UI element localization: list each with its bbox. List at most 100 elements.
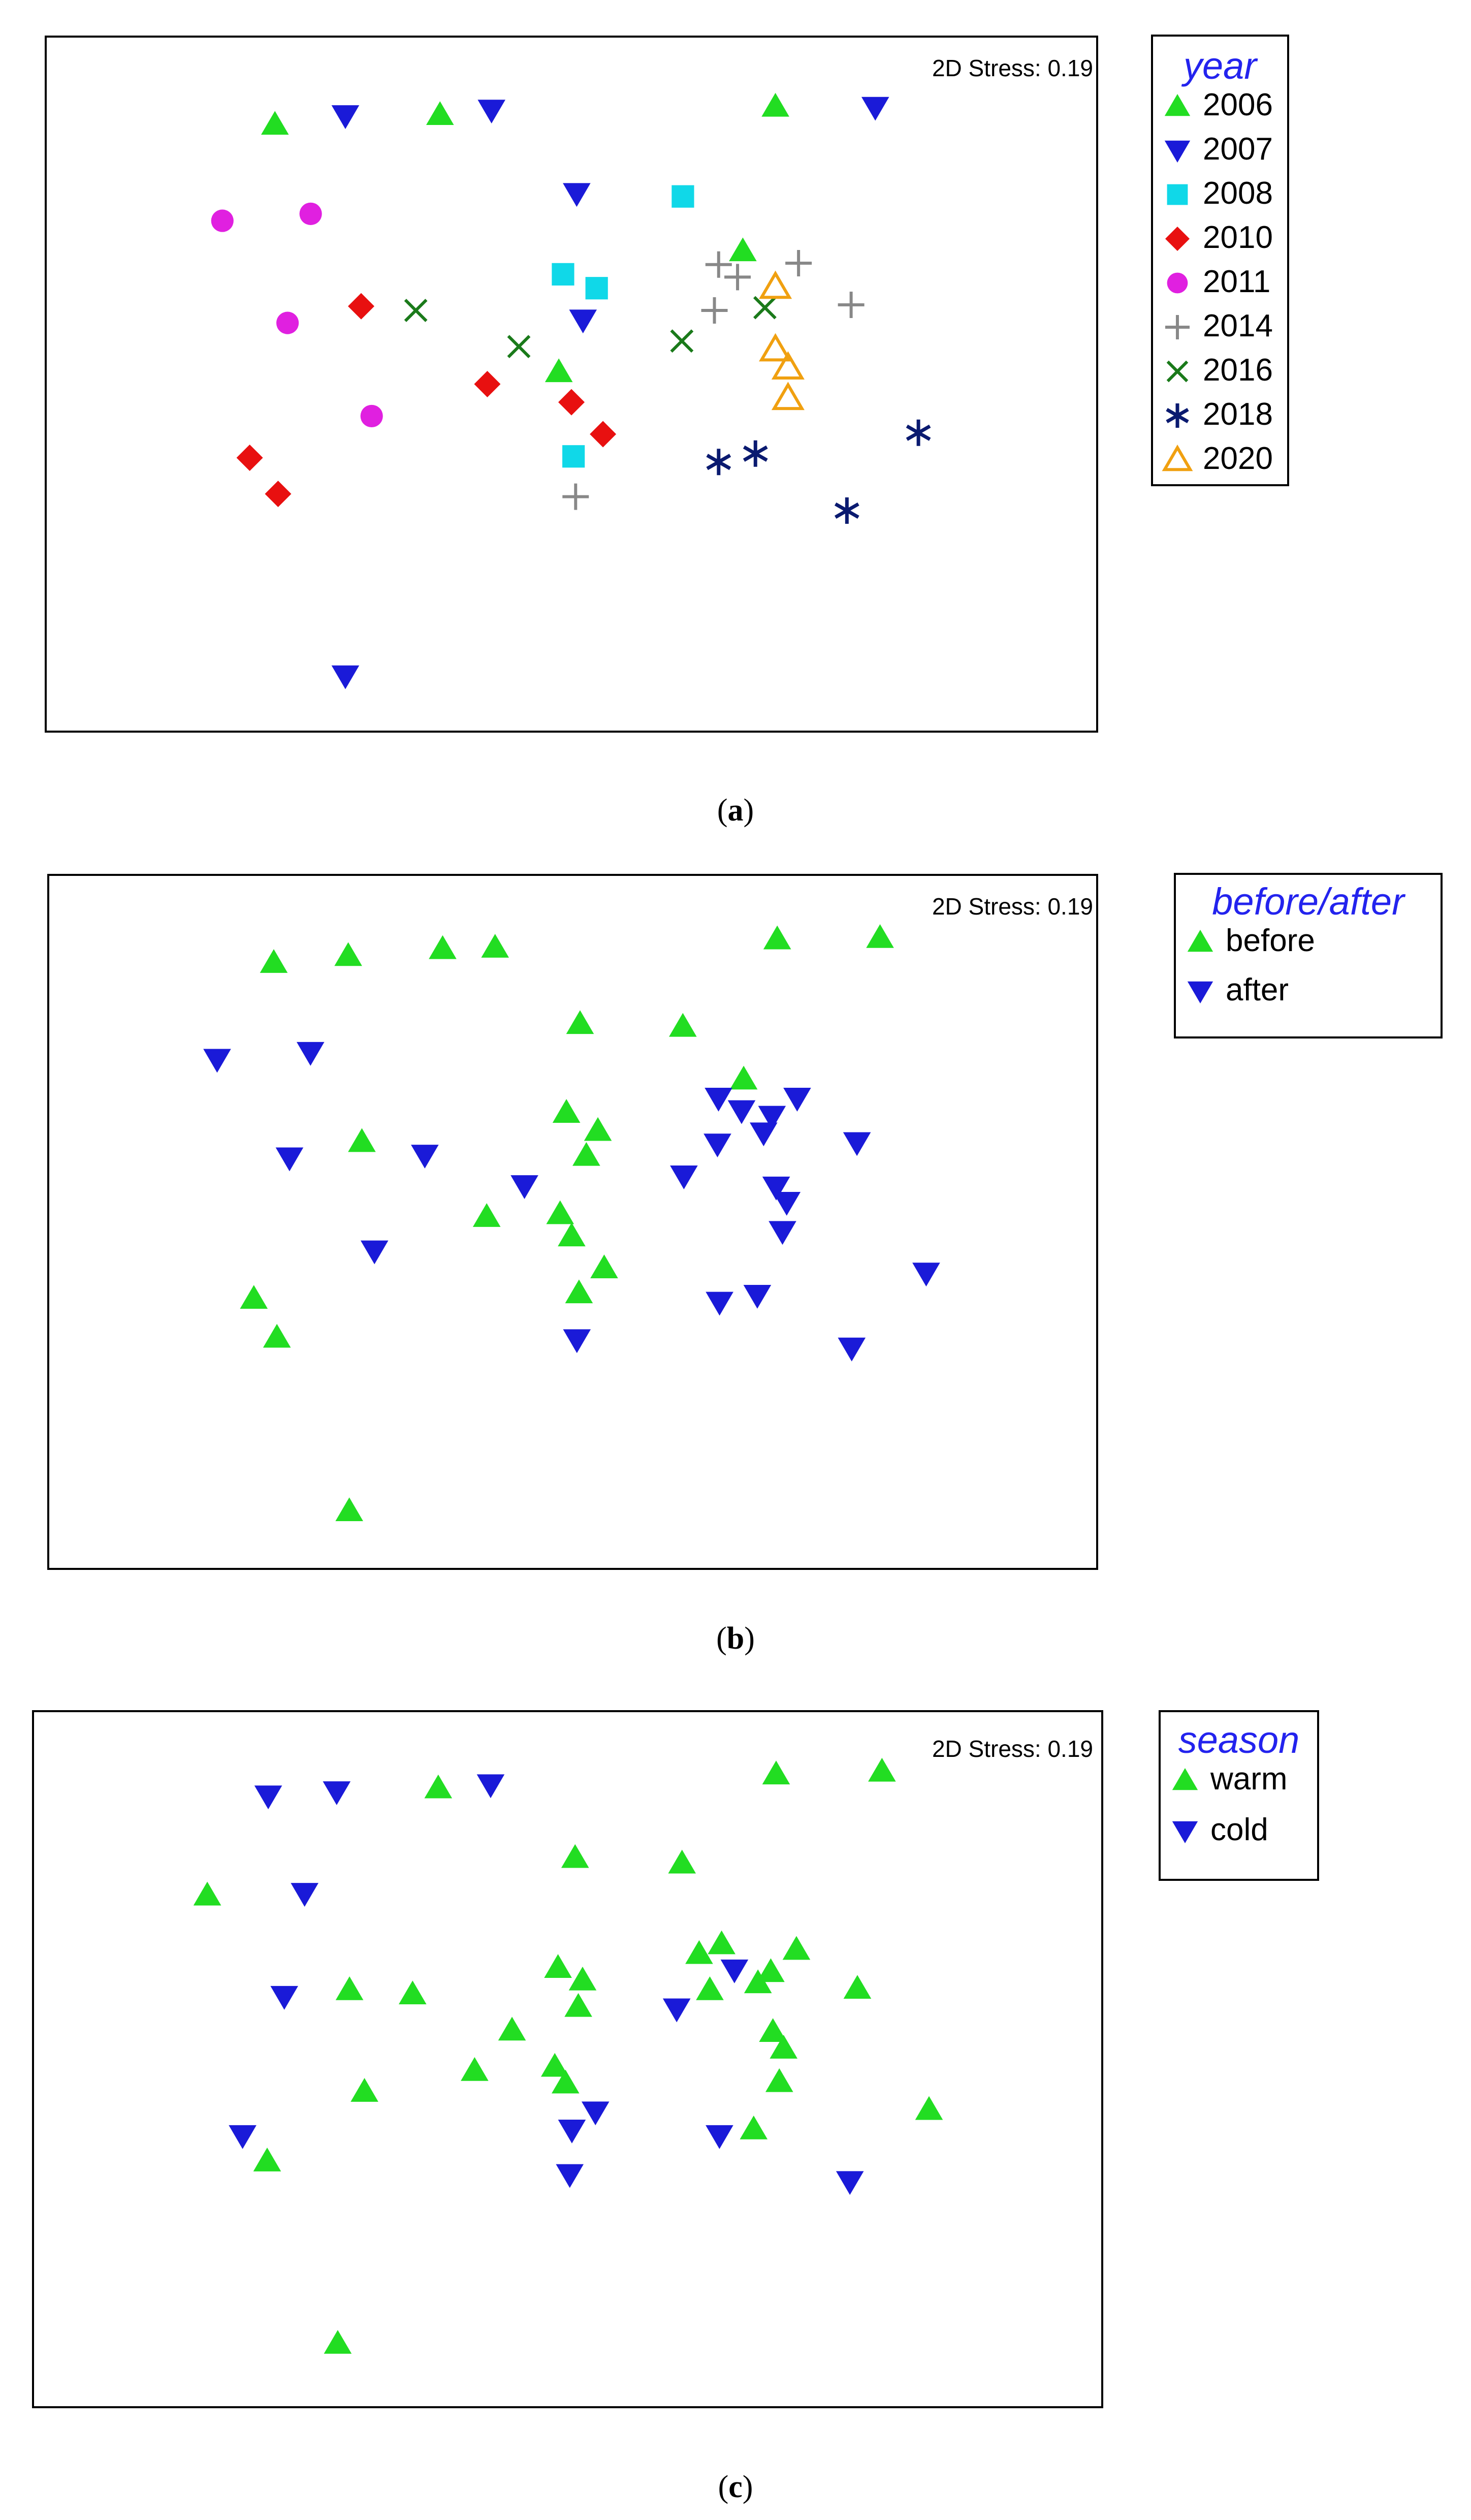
data-point <box>705 1088 732 1112</box>
data-point <box>670 1166 698 1189</box>
series-2018 <box>706 419 931 524</box>
data-point <box>868 1757 896 1782</box>
data-point <box>685 1940 713 1964</box>
series-after <box>203 1042 940 1362</box>
data-point <box>545 358 573 383</box>
data-point <box>510 1175 538 1199</box>
data-point <box>763 925 791 950</box>
legend-entry-label: 2011 <box>1203 264 1270 299</box>
legend-marker <box>1167 184 1188 205</box>
series-2020 <box>759 270 805 411</box>
caption-c: (c) <box>718 2470 753 2504</box>
data-point <box>843 1132 871 1156</box>
data-point <box>762 1760 790 1785</box>
data-point <box>551 2069 580 2094</box>
data-point <box>785 249 812 276</box>
data-point <box>265 481 292 508</box>
legend-marker <box>1164 94 1191 116</box>
legend-title: year <box>1181 45 1258 87</box>
data-point <box>705 251 732 278</box>
series-cold <box>229 1774 864 2195</box>
data-point <box>743 1284 772 1309</box>
stress-annotation: 2D Stress: 0.19 <box>932 1736 1093 1762</box>
data-point <box>758 1106 786 1130</box>
data-point <box>350 2078 378 2102</box>
data-point <box>771 351 805 380</box>
data-point <box>335 1976 364 2000</box>
legend-entry-label: 2006 <box>1203 87 1273 122</box>
data-point <box>253 2148 281 2171</box>
data-point <box>757 1958 785 1982</box>
data-point <box>671 185 694 208</box>
stress-annotation: 2D Stress: 0.19 <box>932 893 1093 920</box>
legend-marker <box>1162 445 1193 471</box>
data-point <box>765 2068 793 2092</box>
data-point <box>581 2101 610 2126</box>
data-point <box>254 1785 282 1810</box>
data-point <box>843 1975 872 1999</box>
series-2006 <box>261 92 789 383</box>
data-point <box>334 942 362 966</box>
data-point <box>836 2171 864 2195</box>
data-point <box>552 1099 581 1123</box>
data-point <box>360 1240 389 1265</box>
legend-entry-label: cold <box>1210 1812 1268 1847</box>
data-point <box>424 1774 453 1799</box>
legend-entry-label: 2007 <box>1203 132 1273 167</box>
data-point <box>260 949 288 973</box>
data-point <box>773 1191 801 1216</box>
series-2010 <box>236 293 617 508</box>
plot-frame <box>32 1710 1103 2408</box>
data-point <box>670 329 694 353</box>
legend-box <box>1151 35 1289 486</box>
data-point <box>750 1122 778 1147</box>
data-point <box>783 1088 811 1112</box>
legend-entry-label: warm <box>1210 1761 1288 1797</box>
data-point <box>236 445 263 471</box>
caption-b: (b) <box>716 1621 755 1656</box>
data-point <box>426 101 454 125</box>
data-point <box>590 1254 618 1278</box>
data-point <box>240 1285 268 1309</box>
legend-title: before/after <box>1212 880 1406 923</box>
data-point <box>558 389 585 416</box>
data-point <box>720 1959 749 1983</box>
series-2007 <box>331 97 889 689</box>
data-point <box>706 1292 733 1316</box>
data-point <box>834 497 859 524</box>
data-point <box>558 2119 586 2144</box>
legend-marker <box>1172 1768 1198 1790</box>
plot-frame <box>45 36 1098 733</box>
data-point <box>568 1966 597 1991</box>
data-point <box>429 935 457 959</box>
data-point <box>759 270 792 299</box>
data-point <box>563 1329 591 1353</box>
data-point <box>193 1881 221 1906</box>
data-point <box>556 2164 584 2188</box>
data-point <box>461 2057 489 2081</box>
data-point <box>706 449 731 476</box>
data-point <box>507 335 531 359</box>
data-point <box>261 111 289 135</box>
data-point <box>360 404 383 428</box>
data-point <box>708 1930 735 1955</box>
data-point <box>331 665 360 689</box>
data-point <box>404 299 428 322</box>
data-point <box>569 309 597 334</box>
data-point <box>753 296 777 320</box>
data-point <box>561 1844 589 1868</box>
data-points <box>193 1757 943 2354</box>
data-point <box>662 1998 691 2023</box>
data-point <box>566 1010 594 1034</box>
nmds-panel-a: 2D Stress: 0.19 year 2006 2007 2008 2010 2011 2… <box>0 0 1471 838</box>
data-point <box>498 2017 526 2041</box>
legend-marker <box>1164 140 1191 163</box>
data-point <box>275 1147 304 1172</box>
legend-box <box>1159 1710 1319 1881</box>
data-point <box>585 277 608 300</box>
data-point <box>906 419 931 446</box>
legend-entry-label: 2014 <box>1203 308 1273 343</box>
